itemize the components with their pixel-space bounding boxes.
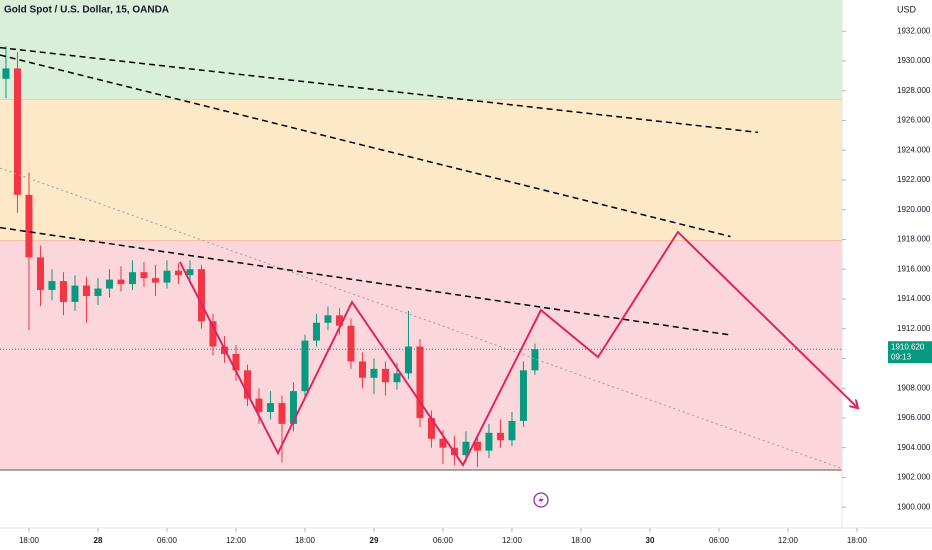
plot-area: [0, 0, 842, 471]
candle-body: [140, 272, 148, 279]
countdown-label: 09:13: [891, 352, 912, 361]
x-tick-label: 29: [370, 536, 379, 545]
candle-body: [531, 349, 539, 371]
candle-body: [370, 368, 378, 378]
candle-body: [381, 368, 389, 383]
trend-line: [0, 226, 729, 336]
candle-body: [416, 346, 424, 418]
candle-body: [508, 420, 516, 441]
candle-body: [186, 269, 194, 276]
candle-body: [232, 353, 240, 371]
chart-title: Gold Spot / U.S. Dollar, 15, OANDA: [4, 5, 169, 16]
y-tick-label: 1920.000: [897, 205, 931, 214]
x-tick-label: 12:00: [502, 536, 523, 545]
candle-body: [485, 432, 493, 451]
candle-body: [128, 272, 136, 285]
y-tick-label: 1912.000: [897, 324, 931, 333]
y-tick-label: 1930.000: [897, 56, 931, 65]
x-tick-label: 18:00: [295, 536, 316, 545]
candle-body: [94, 288, 102, 296]
candle-body: [71, 285, 79, 302]
candle-body: [393, 373, 401, 383]
y-tick-label: 1932.000: [897, 26, 931, 35]
candle-body: [82, 285, 90, 296]
y-tick-label: 1908.000: [897, 383, 931, 392]
candle-body: [105, 279, 113, 289]
trend-line: [0, 54, 731, 238]
candle-body: [301, 340, 309, 392]
currency-label: USD: [897, 4, 917, 14]
candle-body: [151, 278, 159, 283]
candle-body: [2, 68, 10, 79]
x-tick-label: 06:00: [433, 536, 454, 545]
zone: [0, 0, 842, 100]
candle-body: [266, 403, 274, 412]
y-tick-label: 1928.000: [897, 86, 931, 95]
candle-body: [209, 321, 217, 347]
candle-body: [117, 279, 125, 285]
replay-icon[interactable]: [533, 492, 549, 508]
candle-body: [324, 315, 332, 323]
candle-body: [243, 370, 251, 399]
candle-body: [278, 403, 286, 424]
candle-body: [427, 417, 435, 439]
x-tick-label: 18:00: [571, 536, 592, 545]
candle-body: [36, 257, 44, 291]
candle-body: [462, 441, 470, 456]
candle-body: [163, 270, 171, 283]
y-tick-label: 1914.000: [897, 294, 931, 303]
candle-body: [59, 281, 67, 302]
y-tick-label: 1926.000: [897, 116, 931, 125]
x-tick-label: 06:00: [709, 536, 730, 545]
x-tick-label: 28: [94, 536, 103, 545]
candle-body: [255, 398, 263, 412]
candle-body: [335, 315, 343, 326]
trend-line: [0, 46, 759, 134]
candle-body: [48, 281, 56, 291]
candle-body: [312, 322, 320, 341]
y-tick-label: 1906.000: [897, 413, 931, 422]
last-price-label: 1910.620: [891, 342, 925, 351]
y-tick-label: 1916.000: [897, 264, 931, 273]
candle-body: [473, 441, 481, 451]
x-tick-label: 12:00: [226, 536, 247, 545]
x-tick-label: 30: [646, 536, 655, 545]
candle-body: [519, 370, 527, 421]
candle-body: [358, 361, 366, 378]
x-tick-label: 18:00: [847, 536, 868, 545]
zone: [0, 99, 842, 241]
candle-body: [439, 438, 447, 448]
x-tick-label: 18:00: [19, 536, 40, 545]
candle-body: [289, 391, 297, 424]
candle-body: [496, 432, 504, 441]
candle-body: [197, 269, 205, 322]
projection-line: [179, 230, 858, 468]
candle-body: [25, 194, 33, 258]
candle-body: [347, 325, 355, 362]
y-tick-label: 1924.000: [897, 145, 931, 154]
x-tick-label: 06:00: [157, 536, 178, 545]
candle-body: [174, 270, 182, 276]
candle-body: [13, 68, 21, 195]
x-tick-label: 12:00: [778, 536, 799, 545]
y-tick-label: 1902.000: [897, 473, 931, 482]
y-tick-label: 1922.000: [897, 175, 931, 184]
y-tick-label: 1918.000: [897, 235, 931, 244]
y-tick-label: 1904.000: [897, 443, 931, 452]
trend-line: [0, 167, 843, 469]
candle-body: [404, 346, 412, 374]
y-tick-label: 1900.000: [897, 502, 931, 511]
last-price-box: [888, 341, 932, 364]
